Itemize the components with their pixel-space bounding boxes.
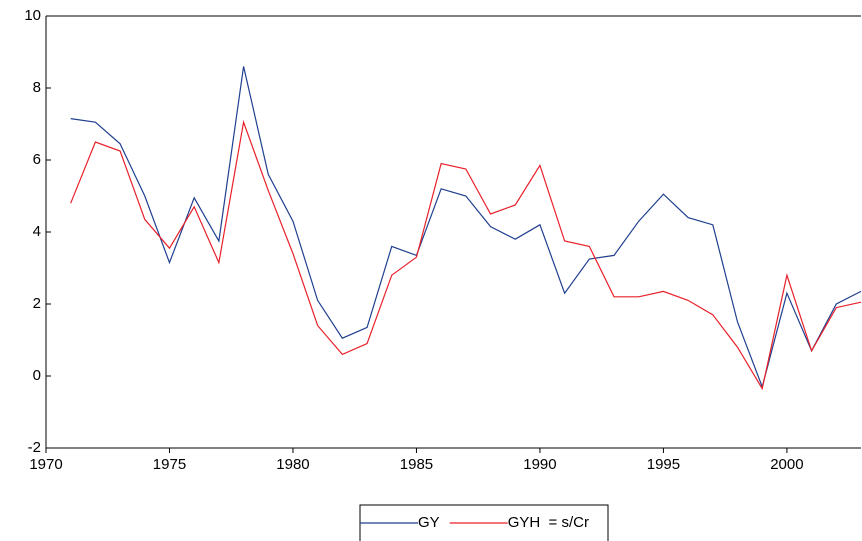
y-tick-label: -2 (28, 439, 41, 456)
x-tick-label: 2000 (770, 456, 803, 473)
legend-label: GY (418, 514, 440, 531)
y-tick-label: 6 (33, 151, 41, 168)
x-tick-label: 1985 (400, 456, 433, 473)
x-tick-label: 1975 (153, 456, 186, 473)
y-tick-label: 4 (33, 223, 41, 240)
x-tick-label: 1970 (29, 456, 62, 473)
legend-label: GYH = s/Cr (508, 514, 589, 531)
y-tick-label: 2 (33, 295, 41, 312)
y-tick-label: 0 (33, 367, 41, 384)
x-tick-label: 1990 (523, 456, 556, 473)
y-tick-label: 10 (24, 7, 41, 24)
series-line (70, 119, 862, 391)
y-tick-label: 8 (33, 79, 41, 96)
x-tick-label: 1980 (276, 456, 309, 473)
series-line (70, 66, 862, 389)
x-tick-label: 1995 (647, 456, 680, 473)
